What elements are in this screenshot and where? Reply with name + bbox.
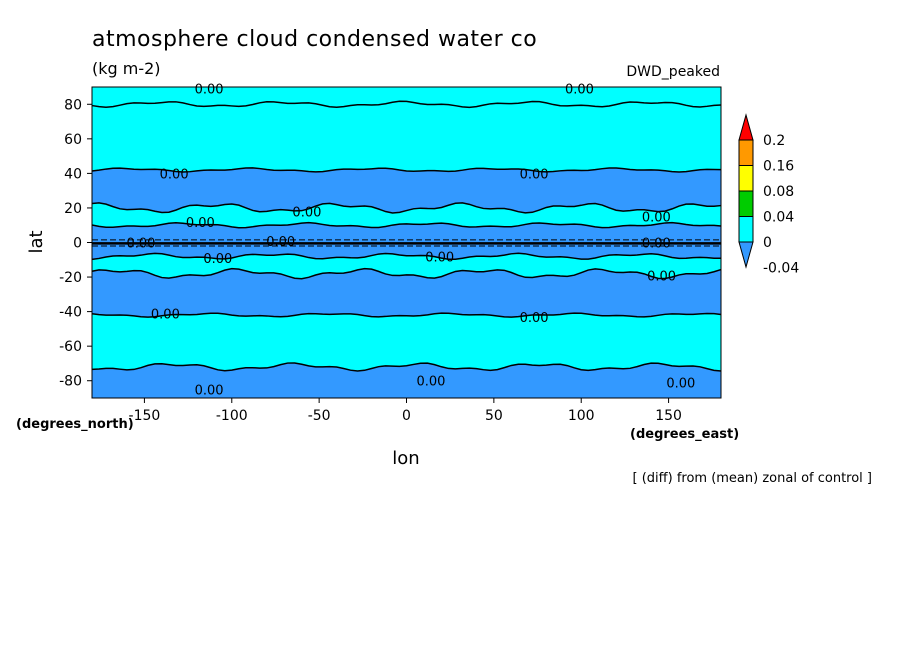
contour-band [92,313,721,372]
contour-label: 0.00 [565,83,594,98]
y-tick-label: 60 [64,132,82,148]
contour-lines [91,100,722,372]
contour-line [91,312,722,318]
y-tick-label: -80 [59,374,82,390]
colorbar-segment [738,139,754,166]
plot-area [92,87,721,398]
y-tick-label: -60 [59,339,82,355]
x-axis-label: lon [392,448,419,469]
y-ticks: 80 60 40 20 0 -20 -40 -60 -80 [59,97,92,390]
contour-label: 0.00 [266,235,295,250]
chart-units: (kg m-2) [92,59,161,78]
contour-label: 0.00 [203,252,232,267]
x-ticks: -150 -100 -50 0 50 100 150 [129,398,682,424]
chart-title: atmosphere cloud condensed water co [92,27,537,52]
contour-label: 0.00 [292,205,321,220]
contour-band [92,253,721,279]
contour-band [92,87,721,108]
colorbar-segment [738,216,754,243]
contour-label: 0.00 [642,237,671,252]
contour-line [91,167,722,173]
y-axis-units: (degrees_north) [16,417,134,432]
x-tick-label: 100 [568,408,595,424]
colorbar-segment [738,165,754,192]
colorbar-label: 0.16 [763,159,794,175]
contour-label: 0.00 [195,383,224,398]
model-label: DWD_peaked [626,64,720,80]
contour-band [92,101,721,172]
contour-band [92,202,721,228]
contour-label: 0.00 [647,269,676,284]
contour-band [92,268,721,318]
colorbar-label: -0.04 [763,261,799,277]
x-tick-label: 50 [485,408,503,424]
contour-label: 0.00 [642,211,671,226]
contour-label: 0.00 [151,307,180,322]
colorbar: 0.2 0.16 0.08 0.04 0 -0.04 [738,113,799,277]
colorbar-segment [738,190,754,217]
contour-line [91,100,722,109]
colorbar-label: 0.2 [763,133,785,149]
y-tick-label: 80 [64,97,82,113]
y-tick-label: -20 [59,270,82,286]
contour-labels: 0.00 0.00 0.00 0.00 0.00 0.00 0.00 0.00 0.00 0.00… [126,83,695,399]
contour-label: 0.00 [195,83,224,98]
x-tick-label: -100 [216,408,248,424]
x-tick-label: -50 [308,408,331,424]
y-axis-label: lat [26,230,47,253]
contour-band [92,167,721,213]
y-tick-label: 0 [73,236,82,252]
contour-line [91,267,722,280]
contour-line [91,221,722,229]
contour-label: 0.00 [416,375,445,390]
diff-note: [ (diff) from (mean) zonal of control ] [633,471,872,486]
colorbar-top-arrow [738,113,754,141]
x-tick-label: 0 [402,408,411,424]
contour-line [91,362,722,372]
colorbar-label: 0.08 [763,184,794,200]
contour-label: 0.00 [160,167,189,182]
colorbar-bottom-arrow [738,241,754,269]
y-tick-label: 40 [64,166,82,182]
contour-line [91,252,722,261]
contour-line [91,202,722,214]
x-axis-units: (degrees_east) [630,427,739,442]
contour-label: 0.00 [425,250,454,265]
y-tick-label: -40 [59,305,82,321]
y-tick-label: 20 [64,201,82,217]
contour-label: 0.00 [126,237,155,252]
contour-band [92,362,721,398]
contour-band [92,222,721,260]
colorbar-label: 0 [763,235,772,251]
contour-label: 0.00 [520,167,549,182]
contour-label: 0.00 [186,216,215,231]
x-tick-label: 150 [655,408,682,424]
colorbar-label: 0.04 [763,210,794,226]
contour-label: 0.00 [666,376,695,391]
x-tick-label: -150 [129,408,161,424]
contour-label: 0.00 [520,311,549,326]
